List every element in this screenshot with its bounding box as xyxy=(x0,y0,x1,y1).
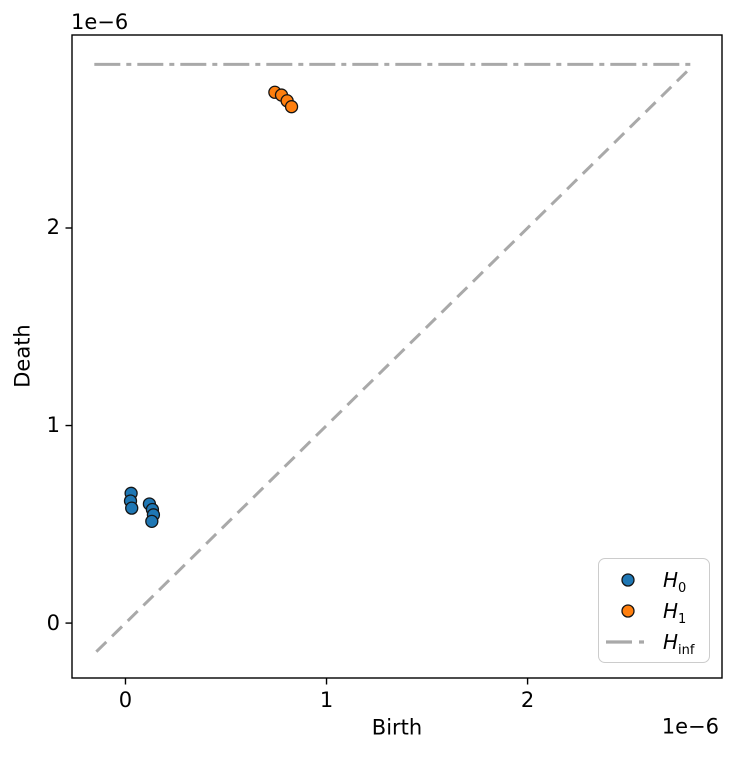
legend-label-h0: H0 xyxy=(663,567,686,595)
h0-marker-icon xyxy=(606,572,650,588)
legend: H0 H1 Hinf xyxy=(598,558,710,663)
x-axis-label: Birth xyxy=(371,715,423,740)
legend-label-hinf-sub: inf xyxy=(678,642,695,658)
diagonal-line xyxy=(95,65,694,653)
legend-label-h1-sub: 1 xyxy=(678,611,687,627)
y-tick-label-2: 2 xyxy=(46,215,60,240)
x-tick-label-2: 2 xyxy=(520,688,535,712)
legend-label-h1-main: H xyxy=(663,598,679,623)
legend-item-hinf: Hinf xyxy=(599,626,709,657)
h1-marker-icon xyxy=(606,603,650,619)
h0-point xyxy=(125,501,139,515)
legend-label-h1: H1 xyxy=(663,598,686,626)
x-tick-label-1: 1 xyxy=(319,688,334,712)
y-tick-label-0: 0 xyxy=(46,610,60,635)
x-tick-label-0: 0 xyxy=(118,688,133,712)
axes-frame xyxy=(71,34,723,679)
hinf-dashdot-line-icon xyxy=(606,638,650,646)
y-axis-offset-label: 1e−6 xyxy=(71,10,129,34)
h0-point xyxy=(145,514,159,528)
legend-label-hinf: Hinf xyxy=(663,629,694,657)
y-tick-label-1: 1 xyxy=(46,413,60,438)
legend-item-h0: H0 xyxy=(599,564,709,595)
x-axis-offset-label: 1e−6 xyxy=(661,714,719,739)
legend-item-h1: H1 xyxy=(599,595,709,626)
legend-label-hinf-main: H xyxy=(663,629,679,654)
legend-label-h0-sub: 0 xyxy=(678,580,687,596)
h1-point xyxy=(284,100,299,114)
legend-label-h0-main: H xyxy=(663,567,679,592)
y-axis-label: Death xyxy=(10,324,35,388)
